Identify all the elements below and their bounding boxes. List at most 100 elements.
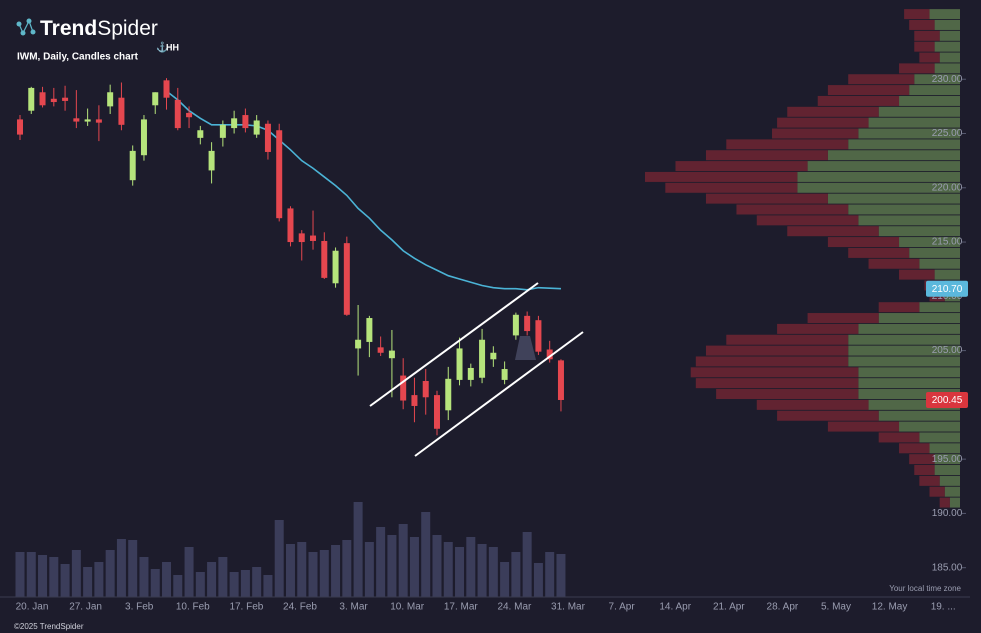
profile-down: [675, 161, 808, 172]
candle-body: [208, 150, 215, 171]
x-tick-label: 27. Jan: [69, 602, 102, 613]
profile-down: [878, 302, 920, 313]
profile-down: [899, 269, 935, 280]
candle-body: [287, 208, 294, 243]
profile-up: [807, 161, 960, 172]
x-tick-label: 17. Feb: [229, 602, 263, 613]
profile-up: [848, 334, 960, 345]
profile-down: [868, 258, 920, 269]
profile-up: [858, 367, 960, 378]
profile-up: [797, 182, 960, 193]
volume-bar: [173, 575, 183, 597]
profile-down: [756, 399, 869, 410]
candle-body: [524, 315, 531, 332]
profile-down: [914, 41, 935, 52]
profile-down: [695, 378, 859, 389]
candle-body: [400, 375, 407, 401]
y-tick-label: 230.00: [932, 74, 963, 85]
volume-bar: [409, 537, 419, 597]
candle-body: [231, 118, 238, 129]
candle-body: [310, 235, 317, 241]
profile-up: [858, 128, 960, 139]
profile-up: [929, 9, 960, 20]
channel-upper: [369, 282, 539, 407]
candle-body: [535, 320, 542, 352]
candle-body: [557, 360, 564, 400]
volume-bar: [533, 563, 543, 597]
profile-down: [899, 443, 930, 454]
candle-body: [140, 119, 147, 156]
volume-bar: [105, 550, 115, 597]
profile-up: [827, 193, 960, 204]
profile-down: [919, 475, 940, 486]
profile-down: [787, 106, 879, 117]
brand-light: Spider: [97, 17, 158, 40]
volume-pane: [15, 502, 566, 597]
profile-down: [777, 323, 859, 334]
profile-down: [665, 182, 798, 193]
profile-down: [848, 247, 910, 258]
candle-body: [501, 369, 508, 380]
profile-up: [929, 443, 960, 454]
candle-body: [298, 233, 305, 243]
x-tick-label: 14. Apr: [659, 602, 691, 613]
volume-bar: [364, 542, 374, 597]
y-tick-label: 225.00: [932, 128, 963, 139]
candle-body: [118, 97, 125, 125]
candle-body: [479, 339, 486, 378]
profile-down: [827, 85, 910, 96]
profile-up: [848, 204, 960, 215]
profile-down: [919, 52, 940, 63]
volume-bar: [285, 544, 295, 597]
candle-body: [95, 119, 102, 123]
profile-up: [939, 475, 960, 486]
candle-body: [467, 367, 474, 380]
volume-bar: [60, 564, 70, 597]
candle-body: [17, 119, 23, 135]
profile-up: [934, 465, 960, 475]
volume-bar: [353, 502, 363, 597]
footer: ©2025 TrendSpider: [14, 622, 84, 631]
profile-up: [858, 378, 960, 389]
candle-body: [388, 350, 395, 359]
volume-bar: [455, 547, 465, 597]
profile-down: [914, 465, 935, 475]
volume-bar: [308, 552, 318, 597]
profile-down: [645, 171, 798, 182]
profile-down: [909, 19, 935, 30]
profile-down: [705, 193, 828, 204]
profile-down: [716, 389, 859, 400]
profile-up: [934, 19, 960, 30]
candle-body: [546, 349, 553, 360]
candle-body: [490, 352, 497, 360]
profile-down: [939, 497, 950, 508]
candle-body: [219, 124, 226, 138]
profile-up: [868, 399, 960, 410]
volume-bar: [443, 542, 453, 597]
price-tag: [926, 280, 968, 297]
profile-down: [827, 421, 900, 432]
volume-bar: [26, 552, 36, 597]
annotation-shape: [515, 336, 536, 360]
candle-body: [366, 318, 373, 342]
x-tick-label: 10. Feb: [176, 602, 210, 613]
volume-bar: [488, 547, 498, 597]
profile-up: [868, 117, 960, 128]
profile-up: [934, 454, 960, 465]
volume-bar: [116, 539, 126, 597]
x-tick-label: 5. May: [821, 602, 851, 613]
logo: TrendSpider: [16, 17, 158, 40]
volume-bar: [229, 572, 239, 597]
volume-bar: [545, 552, 555, 597]
profile-down: [756, 215, 859, 226]
profile-down: [772, 128, 859, 139]
x-tick-label: 12. May: [872, 602, 908, 613]
profile-up: [797, 171, 960, 182]
candle-body: [152, 92, 159, 106]
candle-body: [197, 130, 204, 138]
volume-bar: [387, 535, 397, 597]
volume-bar: [184, 547, 194, 597]
candle-body: [422, 380, 429, 398]
candle-body: [355, 339, 362, 349]
